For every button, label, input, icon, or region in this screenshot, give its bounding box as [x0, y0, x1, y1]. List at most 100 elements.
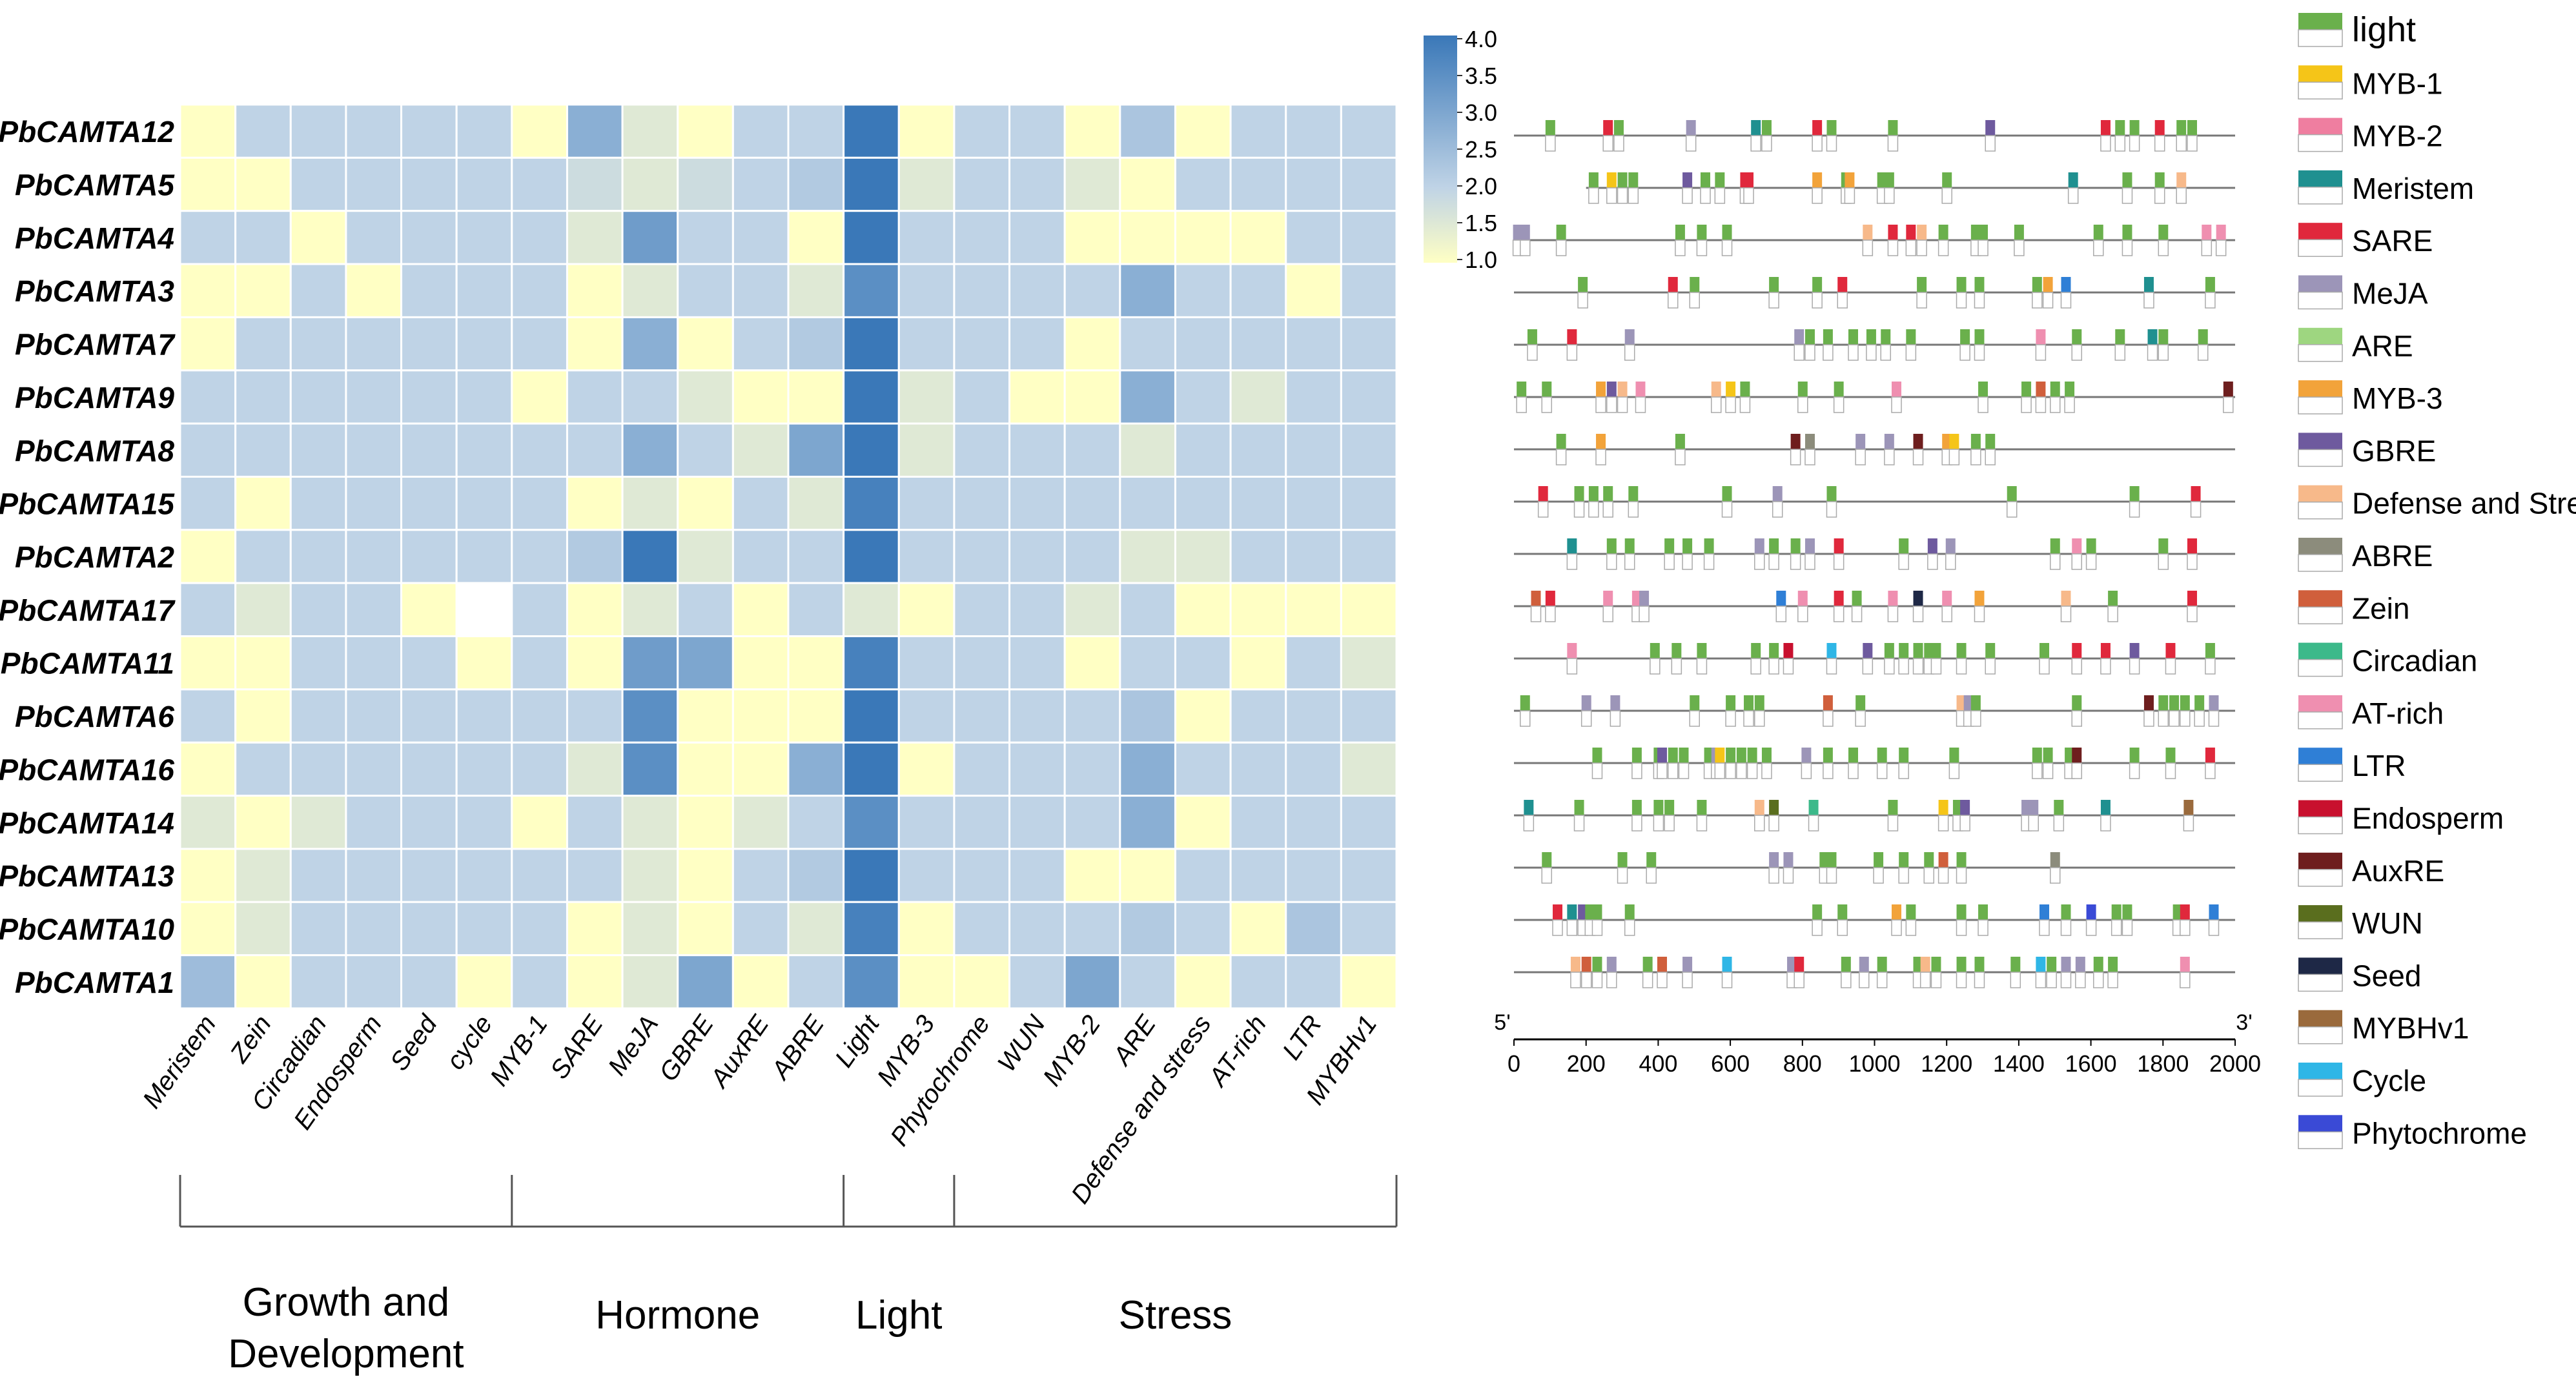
heatmap-cell: [1119, 210, 1176, 265]
heatmap-cell: [787, 263, 845, 318]
heatmap-cell: [455, 156, 513, 212]
motif-box-lower: [1833, 396, 1845, 413]
motif-box: [1877, 748, 1887, 763]
heatmap-cell: [234, 954, 292, 1010]
heatmap-cell: [345, 422, 403, 478]
column-label: MYB-1: [485, 1010, 553, 1091]
heatmap-cell: [345, 369, 403, 425]
heatmap-cell: [677, 369, 734, 425]
motif-box-lower: [2028, 815, 2039, 831]
motif-box: [1635, 382, 1646, 397]
legend-swatch: [2298, 800, 2342, 817]
heatmap-cell: [677, 263, 734, 318]
motif-box-lower: [2129, 658, 2140, 675]
motif-box: [2180, 695, 2190, 711]
heatmap-cell: [566, 582, 624, 638]
heatmap-cell: [1229, 795, 1287, 850]
heatmap-cell: [1008, 422, 1066, 478]
motif-box-lower: [1862, 658, 1874, 675]
motif-box: [2176, 120, 2187, 136]
motif-box-lower: [1610, 710, 1621, 727]
motif-box-lower: [1974, 972, 1985, 988]
motif-box: [1841, 957, 1851, 972]
legend-swatch-lower: [2298, 291, 2343, 310]
motif-box-lower: [1602, 606, 1613, 622]
motif-box: [1675, 225, 1685, 240]
motif-box: [1834, 591, 1844, 606]
heatmap-cell: [179, 741, 237, 797]
motif-box-lower: [1887, 815, 1899, 831]
motif-box-lower: [1635, 396, 1646, 413]
motif-box-lower: [1956, 972, 1967, 988]
motif-box: [1913, 591, 1923, 606]
heatmap-cell: [1340, 582, 1398, 638]
motif-box: [2169, 695, 2180, 711]
motif-box: [1812, 277, 1823, 292]
heatmap-cell: [1285, 475, 1342, 531]
motif-box-lower: [1948, 762, 1960, 779]
heatmap-cell: [621, 156, 679, 212]
heatmap-cell: [1229, 316, 1287, 372]
motif-box-lower: [1797, 396, 1808, 413]
motif-box-lower: [1650, 658, 1661, 675]
motif-box-lower: [2021, 396, 2032, 413]
legend-swatch-lower: [2298, 974, 2343, 992]
heatmap-cell: [953, 848, 1011, 903]
motif-box: [1697, 800, 1707, 815]
motif-box: [2122, 904, 2132, 920]
motif-box-lower: [1937, 240, 1949, 256]
heatmap-cell: [234, 848, 292, 903]
motif-box-lower: [2215, 240, 2227, 256]
heatmap-cell: [1340, 688, 1398, 744]
motif-box-lower: [2071, 553, 2083, 570]
heatmap-cell: [1340, 795, 1398, 850]
motif-box: [1675, 434, 1685, 449]
heatmap-cell: [1008, 103, 1066, 159]
heatmap-cell: [1340, 263, 1398, 318]
heatmap-cell: [566, 635, 624, 691]
heatmap-cell: [234, 582, 292, 638]
legend-label: MYBHv1: [2352, 1012, 2469, 1045]
motif-box: [1899, 538, 1909, 554]
heatmap-cell: [345, 582, 403, 638]
motif-box: [1917, 277, 1927, 292]
heatmap-cell: [1119, 741, 1176, 797]
motif-box: [1783, 643, 1794, 658]
motif-box: [1682, 957, 1693, 972]
motif-box: [1881, 329, 1891, 345]
motif-box: [1754, 538, 1764, 554]
colorbar-tick-label: 3.0: [1465, 99, 1497, 126]
motif-box-lower: [1812, 919, 1823, 936]
motif-box-lower: [1613, 135, 1624, 152]
motif-box: [1938, 852, 1948, 868]
heatmap-cell: [1174, 529, 1232, 584]
motif-box: [1826, 643, 1837, 658]
motif-box-lower: [1927, 553, 1938, 570]
motif-box-lower: [2143, 710, 2154, 727]
heatmap-cell: [953, 103, 1011, 159]
motif-box: [1754, 800, 1764, 815]
heatmap-cell: [953, 316, 1011, 372]
motif-box-lower: [1520, 710, 1531, 727]
motif-box-lower: [1761, 762, 1772, 779]
motif-box-lower: [1588, 187, 1599, 204]
heatmap-cell: [566, 795, 624, 850]
motif-box-lower: [1617, 867, 1628, 884]
heatmap-cell: [289, 475, 347, 531]
motif-box-lower: [1667, 292, 1679, 309]
motif-box: [1826, 852, 1837, 868]
heatmap-cell: [1008, 901, 1066, 957]
motif-box-lower: [2111, 919, 2122, 936]
motif-box-lower: [1624, 344, 1635, 361]
motif-box: [1826, 120, 1837, 136]
heatmap-cell: [787, 901, 845, 957]
motif-box: [2072, 643, 2082, 658]
motif-box: [1567, 643, 1577, 658]
motif-box-lower: [2050, 396, 2061, 413]
legend-swatch-lower: [2298, 606, 2343, 625]
heatmap-cell: [621, 635, 679, 691]
heatmap-cell: [179, 210, 237, 265]
motif-box-lower: [1768, 815, 1779, 831]
motif-box-lower: [1631, 762, 1642, 779]
motif-box: [1769, 643, 1779, 658]
